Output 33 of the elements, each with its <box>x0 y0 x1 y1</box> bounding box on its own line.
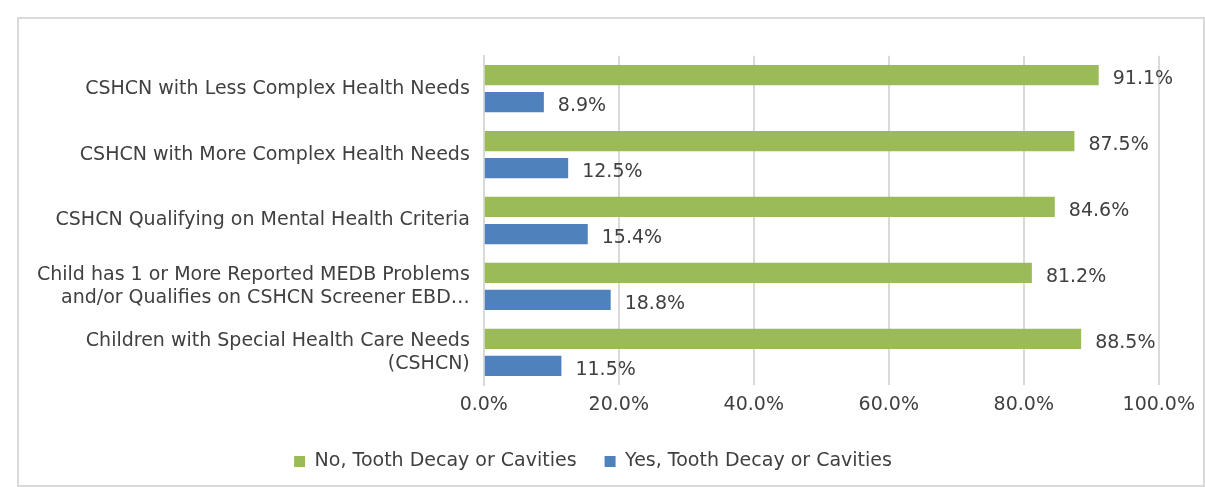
y-tick-label: CSHCN with Less Complex Health Needs <box>85 75 470 98</box>
x-tick-label: 0.0% <box>459 391 508 414</box>
data-label: 81.2% <box>1045 263 1107 286</box>
data-label: 87.5% <box>1088 132 1149 155</box>
data-label: 15.4% <box>601 224 663 247</box>
x-tick-label: 80.0% <box>993 391 1054 414</box>
bar <box>484 223 588 245</box>
x-tick-label: 60.0% <box>858 391 919 414</box>
bar <box>484 130 1075 152</box>
legend-label: Yes, Tooth Decay or Cavities <box>624 448 892 471</box>
data-label: 84.6% <box>1068 197 1130 220</box>
legend-label: No, Tooth Decay or Cavities <box>314 448 577 471</box>
bar <box>484 65 1099 86</box>
x-tick-label: 100.0% <box>1122 391 1195 414</box>
bar <box>484 262 1032 283</box>
y-tick-label: Child has 1 or More Reported MEDB Problems and/or Qualifies on CSHCN Screener EBD… <box>36 261 470 307</box>
data-label: 91.1% <box>1112 66 1174 89</box>
bar <box>484 355 562 376</box>
bar <box>484 328 1082 349</box>
bar <box>484 158 569 179</box>
y-tick-label: Children with Special Health Care Needs (CSHCN) <box>85 327 470 373</box>
data-label: 18.8% <box>624 290 686 313</box>
x-tick-label: 20.0% <box>588 391 649 414</box>
bar <box>484 196 1055 218</box>
bar <box>484 289 611 311</box>
data-label: 88.5% <box>1095 329 1156 352</box>
data-label: 11.5% <box>575 356 636 379</box>
bar <box>484 92 544 113</box>
data-label: 8.9% <box>557 93 607 116</box>
data-label: 12.5% <box>582 159 643 182</box>
y-tick-label: CSHCN with More Complex Health Needs <box>79 141 470 164</box>
x-tick-label: 40.0% <box>723 391 784 414</box>
y-tick-label: CSHCN Qualifying on Mental Health Criteria <box>55 207 470 230</box>
